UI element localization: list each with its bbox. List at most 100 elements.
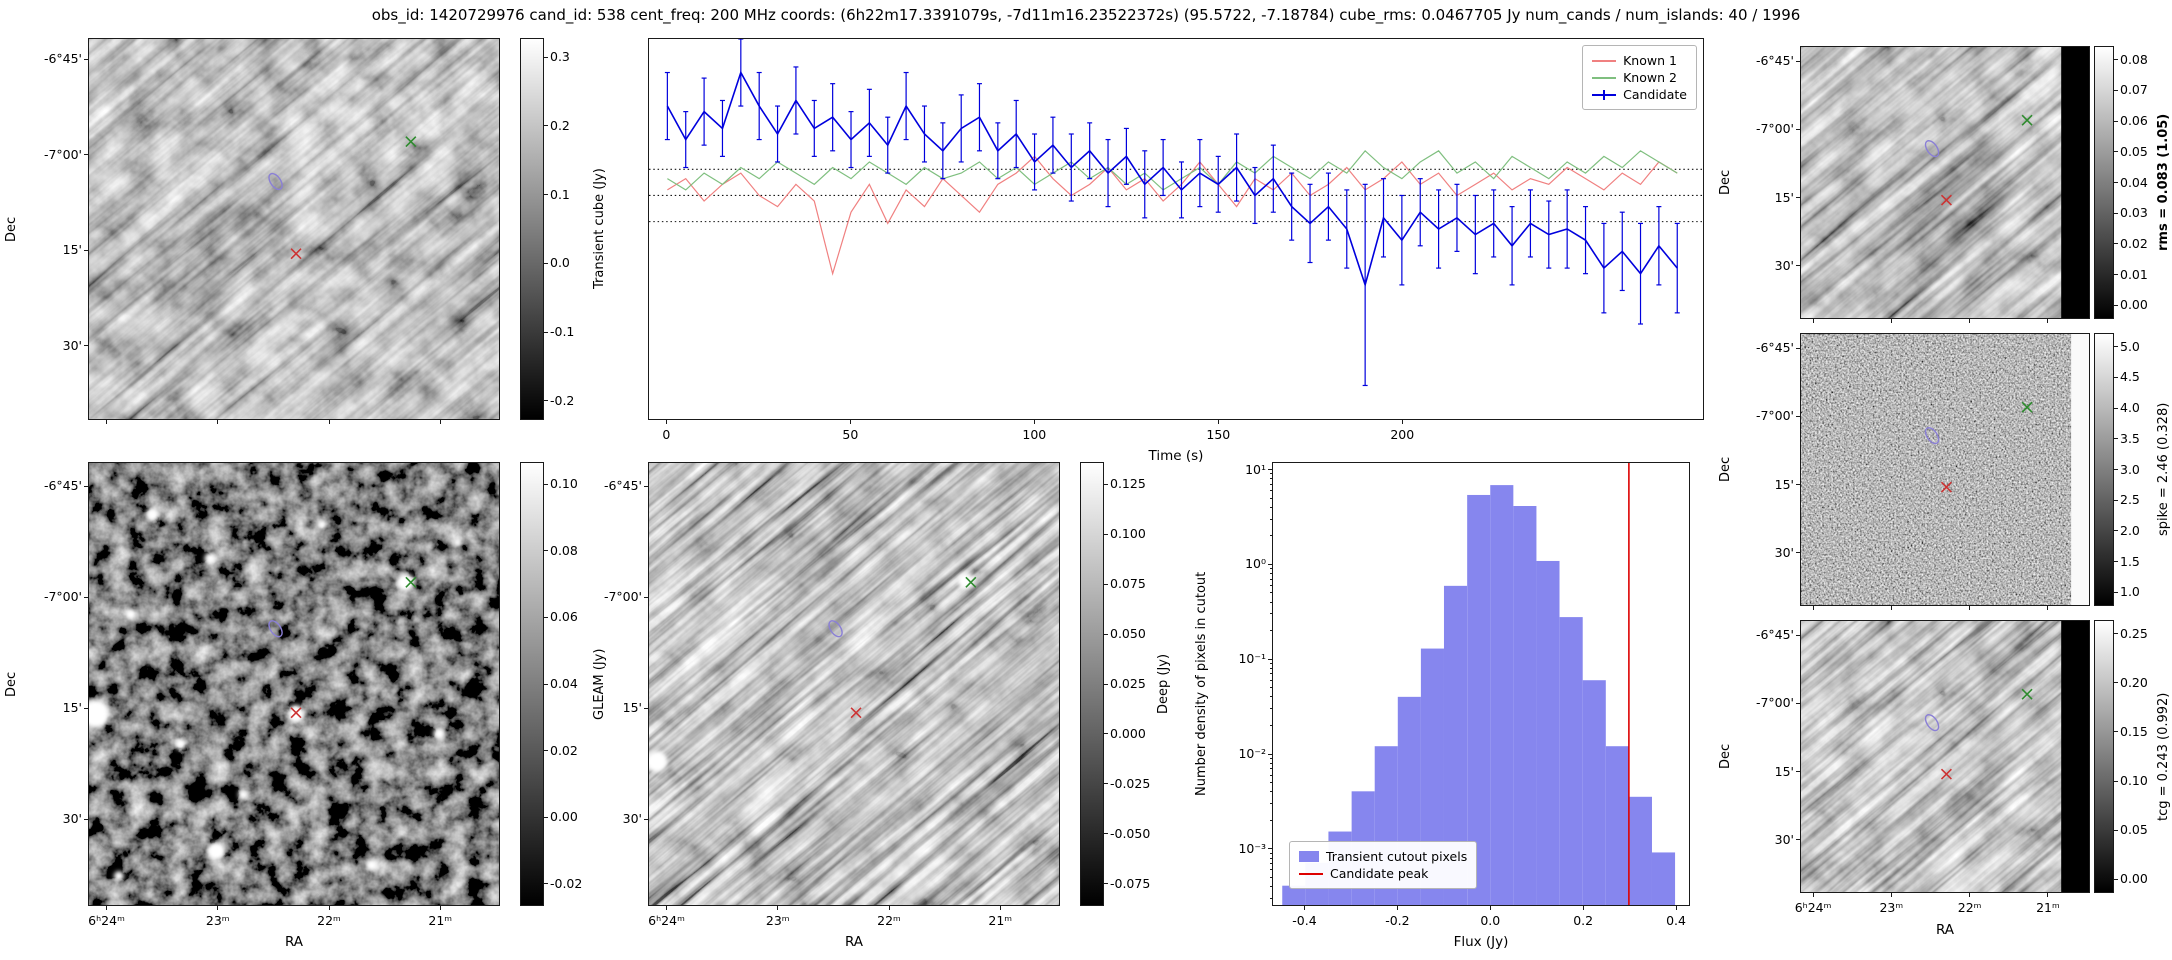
figure-title: obs_id: 1420729976 cand_id: 538 cent_fre… <box>371 6 1801 24</box>
dec-tick-label: -6°45' <box>1755 627 1794 642</box>
colorbar-tick-label: 0.3 <box>550 49 570 65</box>
axis-tick <box>777 906 779 910</box>
dec-tick-label: 15' <box>1774 763 1794 779</box>
candidate-ellipse-marker <box>268 172 283 191</box>
flux-tick-label: 0.2 <box>1573 913 1594 928</box>
dec-axis-label: Dec <box>4 671 19 697</box>
legend-entry: Known 2 <box>1592 70 1687 85</box>
ra-tick-label: 23ᵐ <box>1879 900 1904 915</box>
dec-tick-label: 15' <box>62 700 82 716</box>
dec-axis-label: Dec <box>1718 169 1733 196</box>
axis-tick <box>1269 679 1272 681</box>
colorbar-tick-label: 0.25 <box>2120 625 2148 641</box>
density-tick-label: 10¹ <box>1245 461 1266 477</box>
axis-tick <box>1269 506 1272 508</box>
colorbar-tick-label: -0.2 <box>550 392 575 408</box>
axis-tick <box>1489 906 1491 910</box>
axis-tick <box>1796 484 1800 485</box>
axis-tick <box>217 906 219 910</box>
pixel-histogram-plot: Transient cutout pixels Candidate peak <box>1272 462 1690 906</box>
axis-tick <box>1267 753 1272 755</box>
legend-line-swatch <box>1592 89 1617 100</box>
lightcurve-plot: Known 1 Known 2 Candidate <box>648 38 1704 420</box>
colorbar-tick <box>544 400 548 402</box>
known1-x-marker <box>290 707 302 719</box>
legend-line-swatch <box>1592 59 1617 62</box>
density-tick-label: 10⁻¹ <box>1238 651 1266 667</box>
colorbar-tick <box>2114 591 2118 593</box>
ra-tick-label: 23ᵐ <box>765 913 790 928</box>
axis-tick <box>1796 415 1800 417</box>
legend-entry: Transient cutout pixels <box>1299 849 1467 864</box>
colorbar-tick-label: 0.07 <box>2120 82 2148 98</box>
axis-tick <box>1269 774 1272 776</box>
colorbar-tick-label: 0.20 <box>2120 674 2148 690</box>
axis-tick <box>328 420 330 424</box>
colorbar-tick-label: 0.06 <box>550 609 578 625</box>
ra-tick-label: 6ʰ24ᵐ <box>1794 900 1832 915</box>
rms-image <box>1800 46 2090 319</box>
known2-x-marker <box>2021 401 2033 413</box>
lightcurve-series-area <box>649 39 1703 387</box>
colorbar-tick-label: 4.0 <box>2120 400 2140 416</box>
axis-tick <box>106 906 108 910</box>
colorbar-tick <box>2114 633 2118 635</box>
series-known-1 <box>667 155 1678 276</box>
dec-tick-label: 15' <box>1774 476 1794 492</box>
colorbar-tick <box>2114 59 2118 61</box>
source-markers-overlay <box>268 136 417 260</box>
colorbar-tick-label: 0.1 <box>550 186 570 202</box>
flux-axis-label: Flux (Jy) <box>1453 934 1509 950</box>
axis-tick <box>849 420 851 424</box>
axis-tick <box>666 906 668 910</box>
colorbar-tick-label: -0.02 <box>550 875 583 891</box>
ra-tick-label: 21ᵐ <box>988 913 1013 928</box>
legend-line-swatch <box>1299 872 1323 875</box>
axis-tick <box>106 420 108 424</box>
colorbar-tick <box>2114 120 2118 122</box>
colorbar-tick <box>2114 89 2118 91</box>
dec-tick-label: 15' <box>62 242 82 257</box>
axis-tick <box>1269 667 1272 669</box>
axis-tick <box>84 345 88 346</box>
axis-tick <box>439 906 441 910</box>
colorbar-tick-label: -0.025 <box>1110 775 1151 791</box>
colorbar-tick-label: 0.10 <box>2120 773 2148 789</box>
legend-label: Candidate <box>1623 87 1687 102</box>
errorbar-glyph <box>1603 89 1606 100</box>
known2-x-marker <box>2021 688 2033 700</box>
colorbar-tick <box>2114 407 2118 409</box>
transient-cube-image <box>88 38 500 420</box>
gleam-image <box>88 462 500 906</box>
flux-tick-label: -0.2 <box>1385 913 1410 928</box>
dec-tick-label: -7°00' <box>1755 695 1794 711</box>
axis-tick <box>1796 128 1800 130</box>
series-candidate <box>666 70 1678 288</box>
axis-tick <box>1796 265 1800 267</box>
deep-noise-texture <box>649 463 1059 905</box>
axis-tick <box>84 596 88 598</box>
axis-tick <box>1269 592 1272 594</box>
colorbar-tick <box>2114 438 2118 440</box>
transient-colorbar <box>520 38 544 420</box>
axis-tick <box>1269 687 1272 689</box>
axis-tick <box>1269 696 1272 698</box>
axis-tick <box>644 818 648 820</box>
axis-tick <box>1796 60 1800 62</box>
legend-entry: Candidate <box>1592 87 1687 102</box>
axis-tick <box>1582 906 1584 910</box>
known2-x-marker <box>405 576 417 588</box>
deep-colorbar <box>1080 462 1104 906</box>
dec-tick-label: -6°45' <box>1755 340 1794 355</box>
axis-tick <box>1969 606 1971 610</box>
tcg-colorbar-label: tcg = 0.243 (0.992) <box>2156 692 2171 821</box>
axis-tick <box>1269 757 1272 759</box>
axis-tick <box>439 420 441 424</box>
deep-image <box>648 462 1060 906</box>
time-tick-label: 150 <box>1206 427 1231 442</box>
colorbar-tick <box>2114 829 2118 831</box>
colorbar-tick <box>2114 274 2118 276</box>
axis-tick <box>1890 606 1892 610</box>
colorbar-tick-label: 0.02 <box>550 742 578 758</box>
colorbar-tick <box>1104 483 1108 485</box>
